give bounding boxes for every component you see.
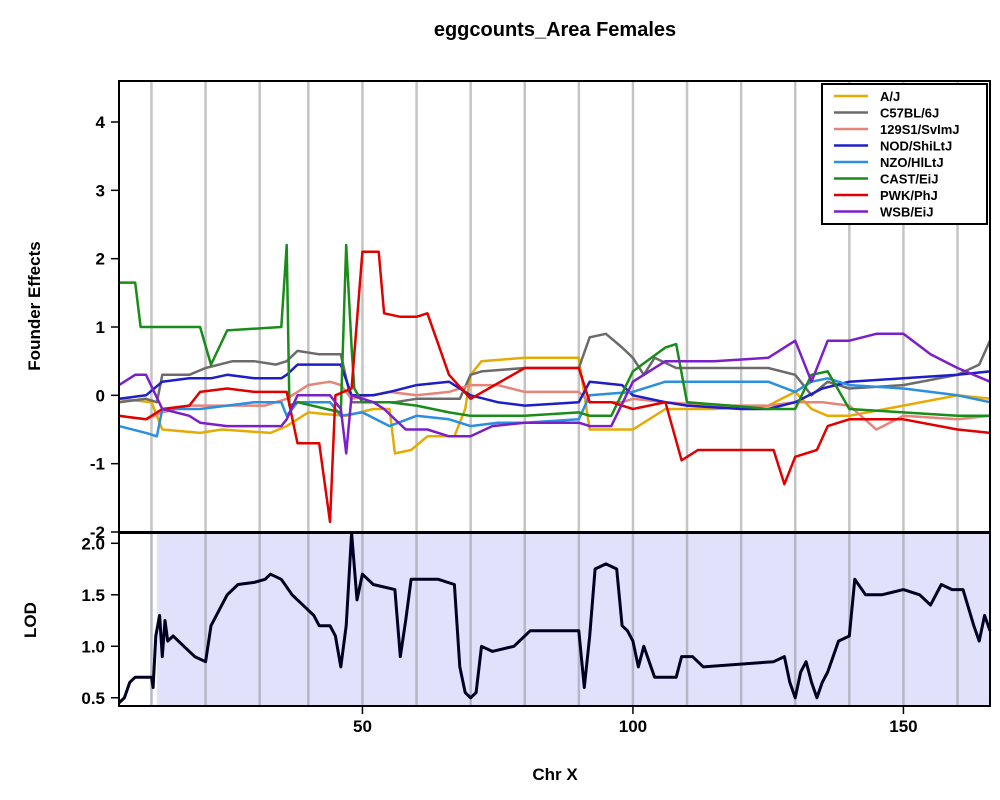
legend-label: NOD/ShiLtJ [880,139,952,154]
chart-title: eggcounts_Area Females [434,19,676,41]
top-y-axis: -2 -1 0 1 2 3 4 [90,113,119,542]
top-y-tick-label: 3 [96,181,105,200]
bottom-y-axis-label: LOD [21,602,40,638]
founder-series-group [118,243,992,524]
legend-label: C57BL/6J [880,106,939,121]
lod-line [117,531,992,704]
legend-label: PWK/PhJ [880,188,938,203]
x-tick-label: 100 [619,717,647,736]
lod-shaded-region [156,533,990,706]
series-line-4 [118,363,991,411]
bottom-y-tick-label: 1.5 [81,586,105,605]
top-panel: -2 -1 0 1 2 3 4 Founder Effects A/J C57BL/6J129… [25,80,992,542]
bottom-y-tick-label: 2.0 [81,534,105,553]
top-y-tick-label: 2 [96,250,105,269]
top-y-tick-label: 0 [96,386,105,405]
series-line-3 [118,380,991,431]
series-line-7 [118,250,991,524]
legend-label: CAST/EiJ [880,172,939,187]
top-y-tick-label: -1 [90,455,105,474]
legend-label: A/J [880,89,900,104]
bottom-y-tick-label: 1.0 [81,637,105,656]
bottom-y-tick-label: 0.5 [81,689,105,708]
x-tick-label: 150 [889,717,917,736]
top-y-axis-label: Founder Effects [25,241,44,370]
bottom-panel-frame [118,532,991,707]
top-y-tick-label: -2 [90,523,105,542]
bottom-y-axis: 0.5 1.0 1.5 2.0 [81,534,119,708]
x-axis-label: Chr X [532,765,578,784]
top-y-tick-label: 1 [96,318,105,337]
legend-label: 129S1/SvImJ [880,122,960,137]
x-tick-label: 50 [353,717,372,736]
legend-box [821,83,988,225]
top-y-tick-label: 4 [96,113,106,132]
x-axis: 50 100 150 [353,706,918,736]
bottom-panel-grid [150,533,959,706]
series-line-6 [119,243,990,418]
legend-label: WSB/EiJ [880,205,933,220]
series-line-1 [118,356,991,455]
series-line-8 [118,332,991,455]
series-line-2 [118,332,992,404]
lod-series-group [117,531,992,704]
legend-label: NZO/HlLtJ [880,155,944,170]
bottom-panel: 0.5 1.0 1.5 2.0 LOD [21,531,992,708]
